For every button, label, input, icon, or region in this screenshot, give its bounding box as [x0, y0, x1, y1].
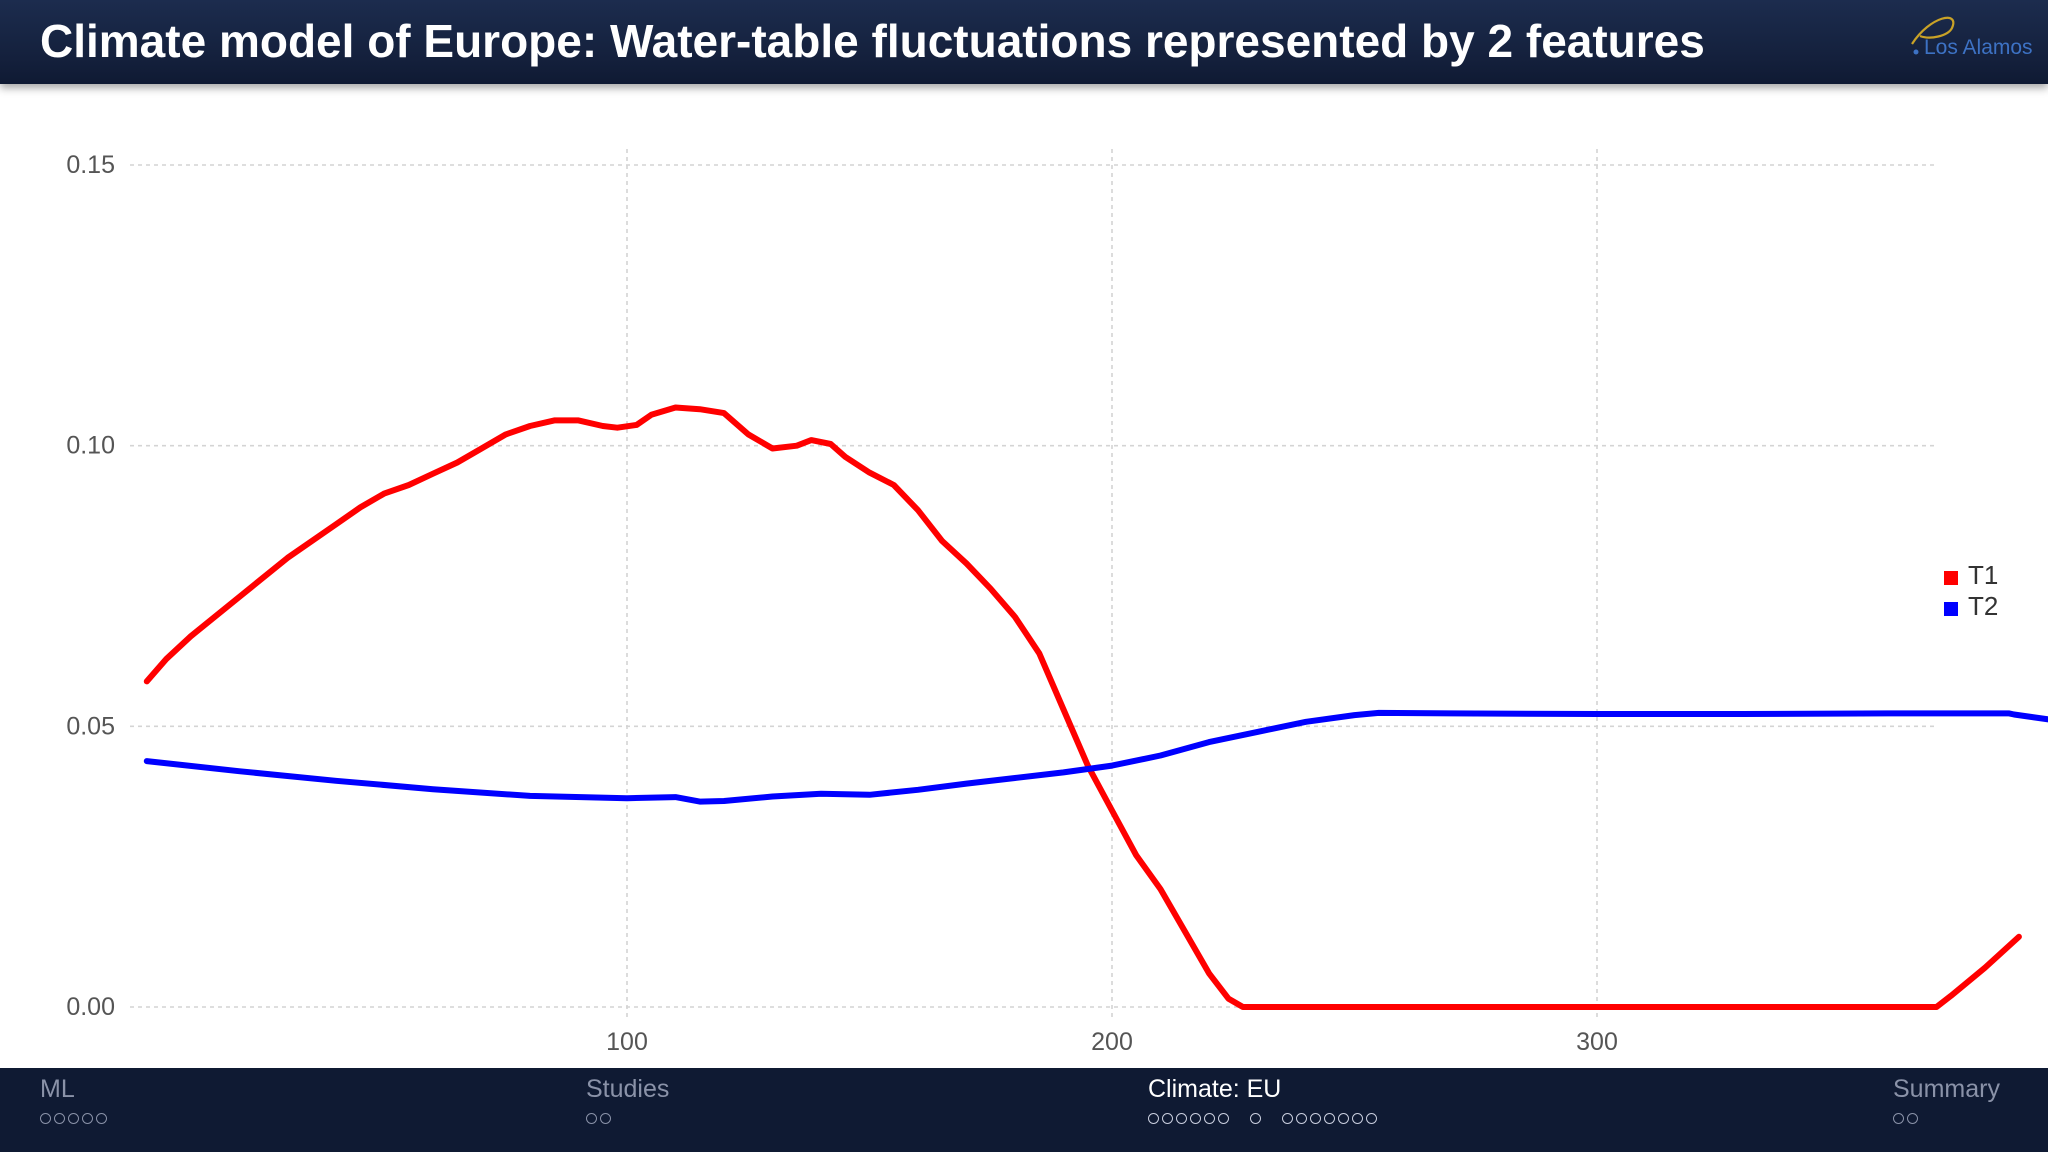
y-tick-label: 0.05	[66, 712, 115, 740]
x-tick-label: 100	[606, 1028, 648, 1056]
slide-dot[interactable]	[1310, 1113, 1321, 1125]
nav-slide-dots	[1148, 1110, 1380, 1126]
section-navigation: ML Studies Climate: EU Summary	[0, 1068, 2048, 1152]
chart-area: 0.00 0.05 0.10 0.15 100 200 300 T1 T2	[0, 84, 2048, 1068]
legend-swatch-t2	[1944, 602, 1958, 616]
slide-dot[interactable]	[1893, 1113, 1904, 1125]
nav-section-summary[interactable]: Summary	[1893, 1074, 2000, 1146]
logo-swoosh-icon	[1911, 16, 1955, 55]
slide-dot[interactable]	[1338, 1113, 1349, 1125]
title-bar: Climate model of Europe: Water-table flu…	[0, 0, 2048, 84]
slide-dot[interactable]	[1176, 1113, 1187, 1125]
logo-text: Los Alamos	[1924, 36, 2033, 59]
slide-dot[interactable]	[586, 1113, 597, 1125]
los-alamos-logo: Los Alamos	[1890, 6, 2040, 76]
x-tick-label: 300	[1576, 1028, 1618, 1056]
slide-dot[interactable]	[1352, 1113, 1363, 1125]
x-tick-label: 200	[1091, 1028, 1133, 1056]
legend-label-t2: T2	[1968, 591, 1998, 621]
nav-section-label[interactable]: Studies	[586, 1075, 670, 1103]
legend-label-t1: T1	[1968, 560, 1998, 590]
nav-section-ml[interactable]: ML	[40, 1074, 110, 1146]
slide-dot[interactable]	[1148, 1113, 1159, 1125]
nav-section-label[interactable]: ML	[40, 1075, 75, 1103]
slide-dot[interactable]	[1366, 1113, 1377, 1125]
y-tick-label: 0.15	[66, 151, 115, 179]
slide-dot[interactable]	[600, 1113, 611, 1125]
nav-section-label[interactable]: Climate: EU	[1148, 1075, 1282, 1103]
slide-dot[interactable]	[54, 1113, 65, 1125]
slide-dot[interactable]	[1218, 1113, 1229, 1125]
slide-dot[interactable]	[1190, 1113, 1201, 1125]
slide-dot[interactable]	[96, 1113, 107, 1125]
y-tick-label: 0.00	[66, 993, 115, 1021]
nav-section-studies[interactable]: Studies	[586, 1074, 669, 1146]
slide-dot[interactable]	[40, 1113, 51, 1125]
slide-dot[interactable]	[1296, 1113, 1307, 1125]
nav-slide-dots	[40, 1110, 110, 1126]
slide-dot[interactable]	[1324, 1113, 1335, 1125]
slide-dot[interactable]	[82, 1113, 93, 1125]
series-line-t1	[143, 404, 2022, 1010]
slide-dot[interactable]	[1907, 1113, 1918, 1125]
series-line-t2	[143, 709, 2048, 805]
slide-dot[interactable]	[1282, 1113, 1293, 1125]
y-tick-label: 0.10	[66, 432, 115, 460]
slide-dot[interactable]	[1250, 1113, 1261, 1125]
slide-title: Climate model of Europe: Water-table flu…	[40, 15, 1705, 67]
nav-slide-dots	[1893, 1110, 2000, 1126]
nav-section-label[interactable]: Summary	[1893, 1075, 2000, 1103]
nav-slide-dots	[586, 1110, 669, 1126]
nav-section-climate-eu[interactable]: Climate: EU	[1148, 1074, 1380, 1146]
slide-dot[interactable]	[1204, 1113, 1215, 1125]
slide-dot[interactable]	[1162, 1113, 1173, 1125]
legend-swatch-t1	[1944, 571, 1958, 585]
slide-dot[interactable]	[68, 1113, 79, 1125]
